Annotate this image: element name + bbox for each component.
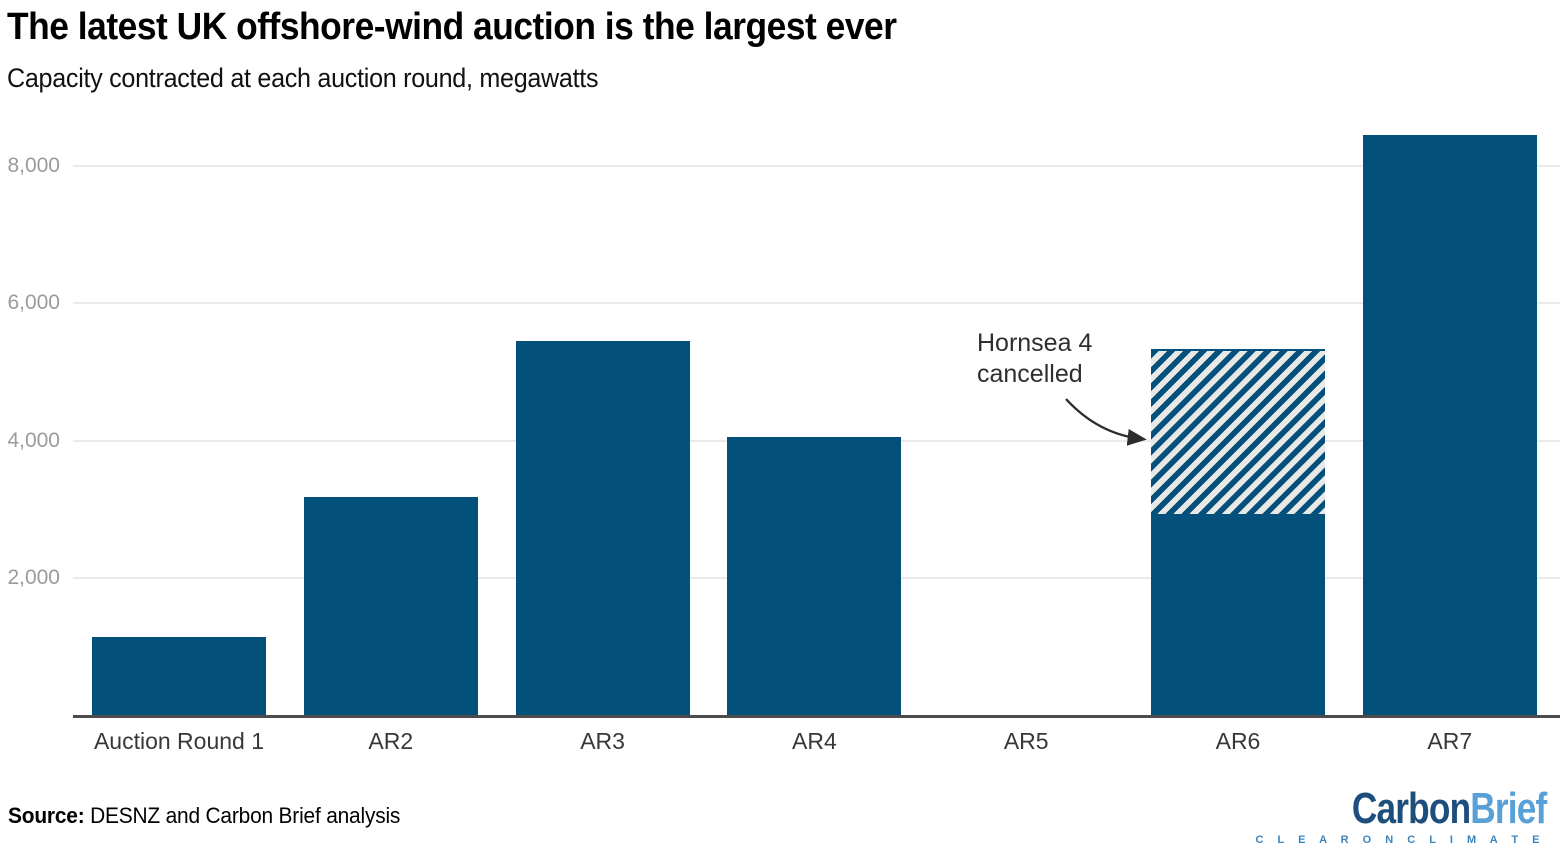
bar-ar4 bbox=[727, 437, 902, 716]
y-tick-label: 6,000 bbox=[7, 291, 60, 315]
chart-title: The latest UK offshore-wind auction is t… bbox=[7, 6, 897, 48]
x-tick-label-ar6: AR6 bbox=[1215, 728, 1261, 754]
bar-auction-round-1 bbox=[92, 636, 266, 716]
y-tick-label: 8,000 bbox=[7, 153, 60, 177]
annotation-arrow-icon bbox=[1065, 398, 1147, 446]
carbonbrief-wordmark: CarbonBrief bbox=[1314, 786, 1546, 832]
chart-subtitle: Capacity contracted at each auction roun… bbox=[7, 63, 599, 93]
bar-ar2 bbox=[303, 496, 478, 716]
bar-ar3 bbox=[515, 341, 690, 716]
bar-ar6 bbox=[1151, 513, 1325, 716]
chart-header: The latest UK offshore-wind auction is t… bbox=[7, 6, 963, 94]
x-tick-label-ar5: AR5 bbox=[1003, 728, 1049, 754]
x-tick-label-ar3: AR3 bbox=[580, 728, 625, 754]
logo-carbon-text: Carbon bbox=[1351, 784, 1470, 833]
x-tick-label-ar2: AR2 bbox=[368, 728, 414, 754]
gridline-6,000 bbox=[73, 302, 1560, 305]
carbonbrief-logo: CarbonBrief C L E A R O N C L I M A T E bbox=[1255, 786, 1547, 847]
annotation-hornsea4: Hornsea 4 cancelled bbox=[977, 328, 1092, 390]
x-tick-label-auction-round-1: Auction Round 1 bbox=[93, 728, 265, 754]
bar-segment-cancelled-ar6 bbox=[1151, 348, 1325, 514]
bar-ar7 bbox=[1362, 134, 1537, 716]
annotation-line1: Hornsea 4 bbox=[977, 329, 1093, 357]
source-text: DESNZ and Carbon Brief analysis bbox=[84, 803, 401, 828]
logo-tagline: C L E A R O N C L I M A T E bbox=[1255, 834, 1545, 846]
x-tick-label-ar7: AR7 bbox=[1427, 728, 1473, 754]
x-axis-line bbox=[73, 715, 1560, 718]
source-note: Source: DESNZ and Carbon Brief analysis bbox=[8, 803, 400, 829]
y-tick-label: 4,000 bbox=[7, 428, 60, 452]
x-tick-label-ar4: AR4 bbox=[792, 728, 837, 754]
logo-brief-text: Brief bbox=[1469, 784, 1547, 833]
annotation-line2: cancelled bbox=[977, 360, 1083, 388]
gridline-8,000 bbox=[73, 164, 1560, 167]
y-tick-label: 2,000 bbox=[7, 566, 60, 590]
source-label: Source: bbox=[8, 803, 85, 828]
